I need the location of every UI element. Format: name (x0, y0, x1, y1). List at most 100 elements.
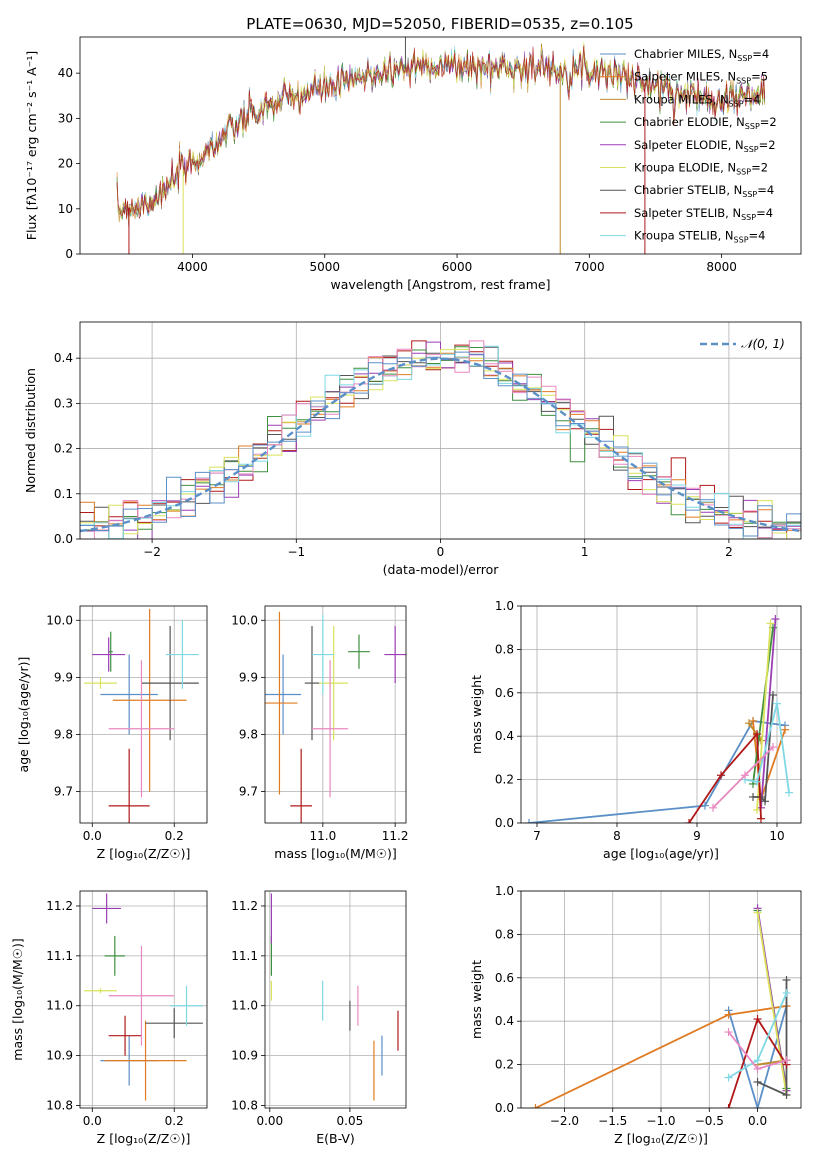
legend-entry: Salpeter STELIB, NSSP=4 (634, 206, 773, 222)
y-tick-label: 10.0 (231, 613, 258, 627)
weight-series-line (744, 703, 790, 793)
legend-text: Salpeter ELODIE, N (634, 138, 744, 152)
legend-text: Salpeter MILES, N (634, 70, 736, 84)
y-tick-label: 10.0 (46, 613, 73, 627)
legend-entry: Kroupa MILES, NSSP=4 (634, 92, 760, 108)
legend-text: Chabrier STELIB, N (634, 183, 742, 197)
x-axis-label: Z [log₁₀(Z/Z☉)] (97, 1131, 191, 1146)
mass-vs-ebv-plot: 0.00 0.05 10.8 10.9 11.0 11.1 11.2 E(B-V) (231, 890, 407, 1146)
y-axis-label: mass weight (469, 960, 484, 1039)
legend-entry: Kroupa ELODIE, NSSP=2 (634, 161, 768, 177)
x-axis-label: age [log₁₀(age/yr)] (603, 846, 719, 861)
legend-tail: =4 (744, 92, 761, 106)
y-tick-label: 0.0 (495, 1101, 514, 1115)
x-tick-label: −1.5 (598, 1114, 627, 1128)
weight-vs-metallicity-plot: −2.0 −1.5 −1.0 −0.5 0.0 0.0 0.2 0.4 0.6 0.8 1.0 Z [… (469, 884, 802, 1146)
x-axis-label: Z [log₁₀(Z/Z☉)] (614, 1131, 708, 1146)
y-tick-label: 0.2 (495, 773, 514, 787)
legend-subscript: SSP (745, 122, 760, 131)
y-tick-label: 10.9 (231, 1049, 258, 1063)
x-tick-label: 0.0 (83, 829, 102, 843)
weight-series-line (756, 912, 788, 1096)
x-axis-label: (data-model)/error (383, 562, 500, 577)
legend-subscript: SSP (742, 190, 757, 199)
legend-text: Kroupa MILES, N (634, 92, 729, 106)
y-tick-label: 0.0 (54, 532, 73, 546)
x-tick-label: −2.0 (550, 1114, 579, 1128)
spectrum-plot: 4000 5000 6000 7000 8000 0 10 20 30 40 wavelength … (24, 36, 802, 292)
axes-frame (520, 890, 802, 1109)
x-tick-label: 0.05 (337, 1114, 364, 1128)
x-tick-label: 0.0 (83, 1114, 102, 1128)
axes-frame (520, 605, 802, 824)
x-tick-label: 2 (725, 545, 733, 559)
legend-text: Chabrier MILES, N (634, 47, 737, 61)
x-tick-label: −2 (143, 545, 161, 559)
axes-frame (79, 890, 208, 1109)
legend-entry: Chabrier STELIB, NSSP=4 (634, 183, 774, 199)
figure-title: PLATE=0630, MJD=52050, FIBERID=0535, z=0… (246, 15, 633, 33)
legend-tail: =5 (751, 70, 768, 84)
x-tick-label: −1.0 (646, 1114, 675, 1128)
x-tick-label: −1 (287, 545, 305, 559)
legend-entry: Chabrier MILES, NSSP=4 (634, 47, 769, 63)
plot-area (265, 611, 406, 823)
weight-series-line (760, 618, 777, 808)
y-tick-label: 0.1 (54, 487, 73, 501)
legend-entry: 𝒩(0, 1) (741, 337, 785, 351)
plot-area (525, 615, 793, 823)
mass-vs-metallicity-plot: 0.0 0.2 10.8 10.9 11.0 11.1 11.2 Z [log₁₀(Z/Z☉)… (10, 890, 208, 1146)
legend-entry: Kroupa STELIB, NSSP=4 (634, 229, 765, 245)
age-vs-mass-plot: 11.0 11.2 9.7 9.8 9.9 10.0 mass [log₁₀(M/M☉)] (231, 605, 409, 861)
legend-text: Kroupa ELODIE, N (634, 161, 736, 175)
y-tick-label: 11.1 (46, 949, 73, 963)
plot-area (84, 608, 199, 823)
plot-area (80, 340, 801, 539)
y-axis-label: mass weight (469, 675, 484, 754)
age-vs-metallicity-plot: 0.0 0.2 9.7 9.8 9.9 10.0 Z [log₁₀(Z/Z☉)] age [l… (16, 605, 208, 861)
y-tick-label: 11.2 (231, 899, 258, 913)
x-tick-label: 5000 (309, 260, 340, 274)
y-tick-label: 9.8 (239, 727, 258, 741)
legend-entry: Chabrier ELODIE, NSSP=2 (634, 115, 777, 131)
y-tick-label: 0.8 (495, 927, 514, 941)
spectrum-line (116, 45, 766, 220)
legend-tail: =4 (749, 229, 766, 243)
y-tick-label: 10.9 (46, 1049, 73, 1063)
plot-area (116, 37, 766, 254)
x-tick-label: 4000 (177, 260, 208, 274)
y-tick-label: 1.0 (495, 599, 514, 613)
y-tick-label: 40 (58, 66, 73, 80)
x-tick-label: 0.2 (165, 1114, 184, 1128)
x-tick-label: 0.0 (748, 1114, 767, 1128)
y-tick-label: 9.9 (54, 670, 73, 684)
axes-frame (264, 890, 407, 1109)
y-tick-label: 0.2 (54, 442, 73, 456)
x-axis-label: E(B-V) (316, 1131, 355, 1146)
x-tick-label: 0 (437, 545, 445, 559)
x-tick-label: −0.5 (695, 1114, 724, 1128)
y-tick-label: 30 (58, 111, 73, 125)
legend-subscript: SSP (737, 54, 752, 63)
weight-series-line (528, 720, 786, 823)
y-tick-label: 0.0 (495, 816, 514, 830)
y-tick-label: 0 (65, 247, 73, 261)
x-tick-label: 0.2 (165, 829, 184, 843)
legend-text: Kroupa STELIB, N (634, 229, 734, 243)
y-tick-label: 11.0 (231, 999, 258, 1013)
legend-subscript: SSP (736, 168, 751, 177)
y-axis-label: age [log₁₀(age/yr)] (16, 657, 31, 773)
legend-entry: Salpeter MILES, NSSP=5 (634, 70, 768, 86)
legend-text: Salpeter STELIB, N (634, 206, 741, 220)
residual-histogram-plot: −2 −1 0 1 2 0.0 0.1 0.2 0.3 0.4 (data-model)/error… (23, 321, 802, 577)
y-tick-label: 9.7 (54, 785, 73, 799)
plot-area (270, 893, 399, 1101)
spectrum-line (116, 41, 766, 223)
x-tick-label: 10 (769, 829, 784, 843)
legend-subscript: SSP (729, 99, 744, 108)
y-tick-label: 10.8 (46, 1099, 73, 1113)
x-axis-label: Z [log₁₀(Z/Z☉)] (97, 846, 191, 861)
axes-frame (264, 605, 407, 824)
y-axis-label: mass [log₁₀(M/M☉)] (10, 938, 25, 1060)
